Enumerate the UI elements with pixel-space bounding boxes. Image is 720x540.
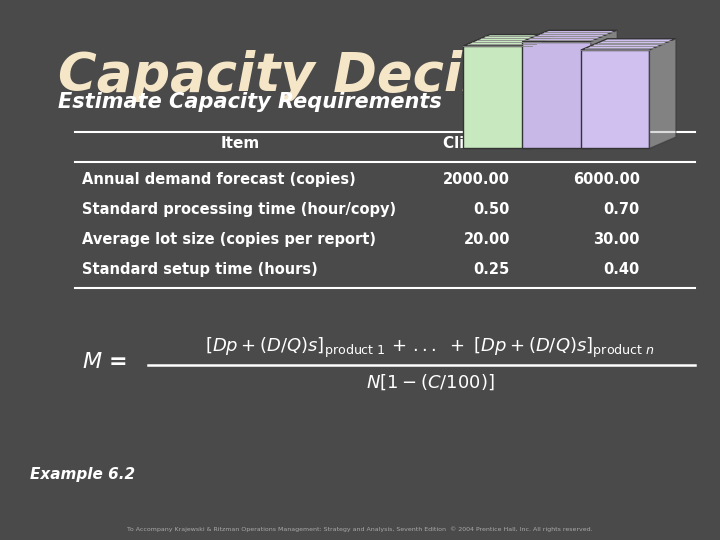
Text: 20.00: 20.00 — [464, 232, 510, 247]
Text: Item: Item — [220, 136, 260, 151]
Text: Standard processing time (hour/copy): Standard processing time (hour/copy) — [82, 202, 396, 217]
Text: Client X: Client X — [443, 136, 510, 151]
Text: Annual demand forecast (copies): Annual demand forecast (copies) — [82, 172, 356, 187]
Polygon shape — [581, 39, 676, 50]
Text: 0.50: 0.50 — [474, 202, 510, 217]
Text: $\mathit{[Dp + (D/Q)s]}_{\rm product\ 1}$$\ \mathit{+\ ...\ +}\ $$\mathit{[Dp + : $\mathit{[Dp + (D/Q)s]}_{\rm product\ 1}… — [205, 336, 655, 360]
Polygon shape — [522, 30, 617, 42]
Text: 0.25: 0.25 — [474, 262, 510, 277]
Polygon shape — [532, 35, 559, 148]
Polygon shape — [464, 35, 559, 46]
Text: $\mathit{M}$ =: $\mathit{M}$ = — [82, 352, 127, 372]
Text: Example 6.2: Example 6.2 — [30, 467, 135, 482]
Text: 0.70: 0.70 — [604, 202, 640, 217]
Text: 30.00: 30.00 — [593, 232, 640, 247]
Text: Client Y: Client Y — [574, 136, 640, 151]
Text: 6000.00: 6000.00 — [573, 172, 640, 187]
Text: $\mathit{N[1 - (C/100)]}$: $\mathit{N[1 - (C/100)]}$ — [366, 372, 495, 391]
Polygon shape — [590, 30, 617, 149]
Text: Estimate Capacity Requirements: Estimate Capacity Requirements — [58, 92, 442, 112]
Polygon shape — [581, 50, 649, 148]
Polygon shape — [464, 46, 532, 148]
Text: Average lot size (copies per report): Average lot size (copies per report) — [82, 232, 376, 247]
Polygon shape — [522, 42, 590, 148]
Polygon shape — [649, 39, 676, 148]
Text: To Accompany Krajewski & Ritzman Operations Management: Strategy and Analysis, S: To Accompany Krajewski & Ritzman Operati… — [127, 526, 593, 532]
Text: 2000.00: 2000.00 — [443, 172, 510, 187]
Text: 0.40: 0.40 — [604, 262, 640, 277]
Text: Capacity Decisions: Capacity Decisions — [58, 50, 616, 102]
Text: Standard setup time (hours): Standard setup time (hours) — [82, 262, 318, 277]
